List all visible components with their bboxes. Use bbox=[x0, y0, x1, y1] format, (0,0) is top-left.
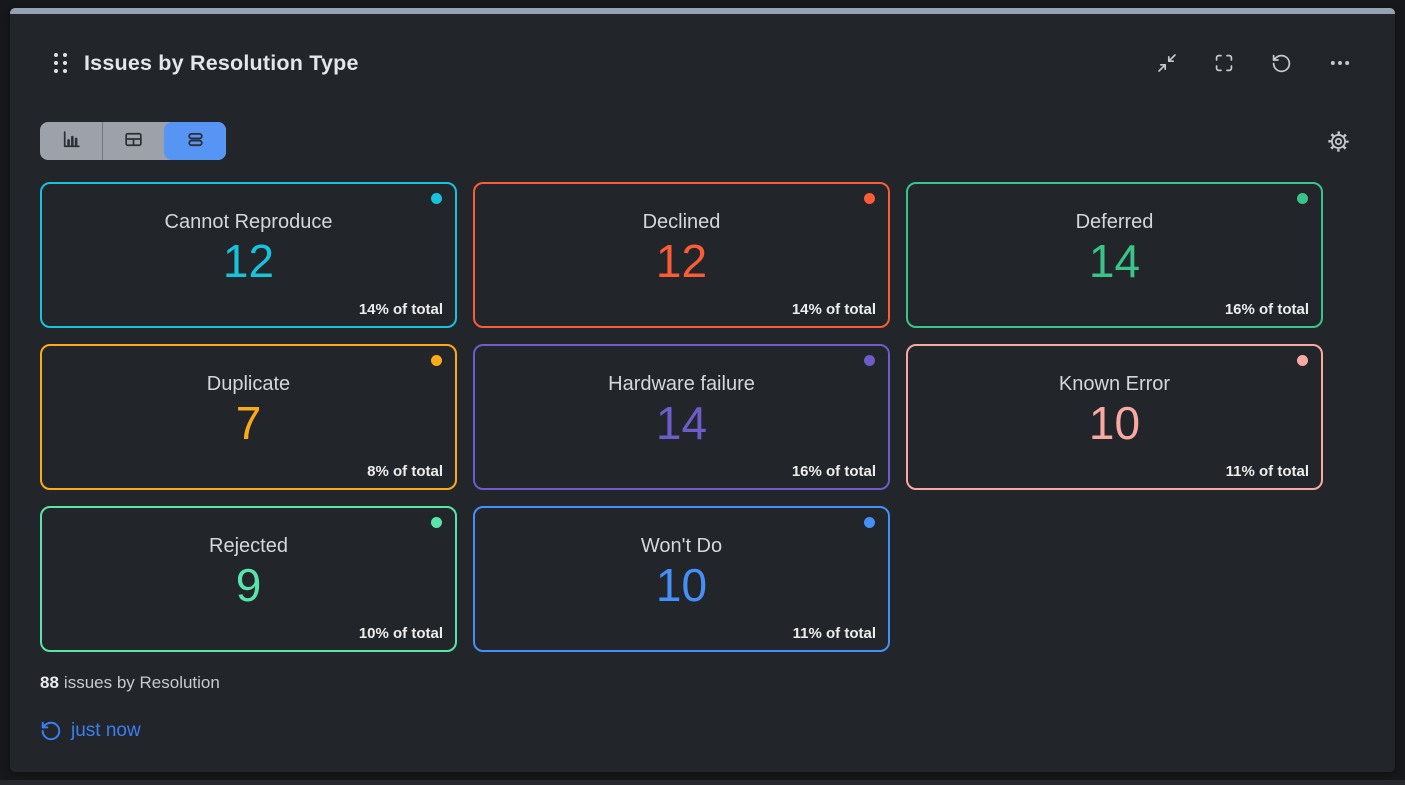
card-label: Known Error bbox=[1058, 373, 1171, 395]
last-refreshed-control[interactable]: just now bbox=[40, 720, 141, 742]
more-options-button[interactable] bbox=[1329, 52, 1351, 74]
view-toggle-stat-cards[interactable] bbox=[164, 122, 226, 160]
resolution-stat-card[interactable]: Rejected 9 10% of total bbox=[40, 506, 457, 652]
card-label: Duplicate bbox=[206, 373, 291, 395]
status-dot-icon bbox=[431, 517, 442, 528]
fullscreen-icon bbox=[1214, 53, 1234, 73]
card-value: 7 bbox=[235, 397, 262, 449]
refresh-icon bbox=[1271, 53, 1292, 74]
table-icon bbox=[123, 129, 144, 153]
panel-header: Issues by Resolution Type bbox=[10, 14, 1395, 76]
status-dot-icon bbox=[864, 193, 875, 204]
card-value: 10 bbox=[1088, 397, 1141, 449]
cards-grid: Cannot Reproduce 12 14% of total Decline… bbox=[40, 182, 1395, 652]
card-percent: 8% of total bbox=[367, 463, 443, 480]
status-dot-icon bbox=[431, 193, 442, 204]
panel-resize-strip[interactable] bbox=[10, 8, 1395, 14]
collapse-icon bbox=[1157, 53, 1177, 73]
settings-button[interactable] bbox=[1326, 129, 1351, 154]
view-toggle-table[interactable] bbox=[102, 122, 164, 160]
resolution-stat-card[interactable]: Cannot Reproduce 12 14% of total bbox=[40, 182, 457, 328]
card-percent: 16% of total bbox=[791, 463, 876, 480]
summary-label: issues by Resolution bbox=[63, 673, 220, 692]
issues-by-resolution-panel: Issues by Resolution Type bbox=[10, 8, 1395, 772]
status-dot-icon bbox=[1297, 193, 1308, 204]
resolution-stat-card[interactable]: Duplicate 7 8% of total bbox=[40, 344, 457, 490]
refresh-button[interactable] bbox=[1271, 53, 1292, 74]
card-label: Won't Do bbox=[640, 535, 723, 557]
summary-total: 88 bbox=[40, 673, 59, 692]
view-toggle-bar-chart[interactable] bbox=[40, 122, 102, 160]
refresh-time-label: just now bbox=[71, 720, 141, 741]
resolution-stat-card[interactable]: Declined 12 14% of total bbox=[473, 182, 890, 328]
view-toggle-group bbox=[40, 122, 226, 160]
card-value: 10 bbox=[655, 559, 708, 611]
status-dot-icon bbox=[864, 517, 875, 528]
card-value: 14 bbox=[1088, 235, 1141, 287]
card-percent: 11% of total bbox=[1225, 463, 1309, 480]
card-value: 12 bbox=[655, 235, 708, 287]
card-value: 12 bbox=[222, 235, 275, 287]
card-label: Hardware failure bbox=[608, 373, 755, 395]
panel-toolbar bbox=[10, 122, 1395, 160]
bar-chart-icon bbox=[61, 129, 82, 153]
card-label: Deferred bbox=[1075, 211, 1154, 233]
status-dot-icon bbox=[864, 355, 875, 366]
card-percent: 11% of total bbox=[792, 625, 876, 642]
collapse-button[interactable] bbox=[1157, 53, 1177, 73]
card-label: Cannot Reproduce bbox=[164, 211, 333, 233]
status-dot-icon bbox=[431, 355, 442, 366]
card-value: 14 bbox=[655, 397, 708, 449]
panel-header-actions bbox=[1157, 52, 1351, 74]
card-percent: 14% of total bbox=[358, 301, 443, 318]
card-percent: 10% of total bbox=[358, 625, 443, 642]
drag-handle-icon[interactable] bbox=[54, 53, 67, 73]
card-percent: 14% of total bbox=[791, 301, 876, 318]
card-percent: 16% of total bbox=[1224, 301, 1309, 318]
resolution-stat-card[interactable]: Deferred 14 16% of total bbox=[906, 182, 1323, 328]
status-dot-icon bbox=[1297, 355, 1308, 366]
card-label: Rejected bbox=[209, 535, 288, 557]
gear-icon bbox=[1326, 129, 1351, 154]
resolution-stat-card[interactable]: Known Error 10 11% of total bbox=[906, 344, 1323, 490]
ellipsis-icon bbox=[1329, 52, 1351, 74]
resolution-stat-card[interactable]: Hardware failure 14 16% of total bbox=[473, 344, 890, 490]
stat-cards-icon bbox=[185, 129, 206, 153]
card-value: 9 bbox=[235, 559, 262, 611]
next-widget-edge bbox=[0, 780, 1405, 785]
panel-title: Issues by Resolution Type bbox=[84, 51, 359, 75]
summary-line: 88 issues by Resolution bbox=[40, 673, 1365, 693]
refresh-time-icon bbox=[40, 720, 62, 742]
resolution-stat-card[interactable]: Won't Do 10 11% of total bbox=[473, 506, 890, 652]
fullscreen-button[interactable] bbox=[1214, 53, 1234, 73]
card-label: Declined bbox=[642, 211, 721, 233]
